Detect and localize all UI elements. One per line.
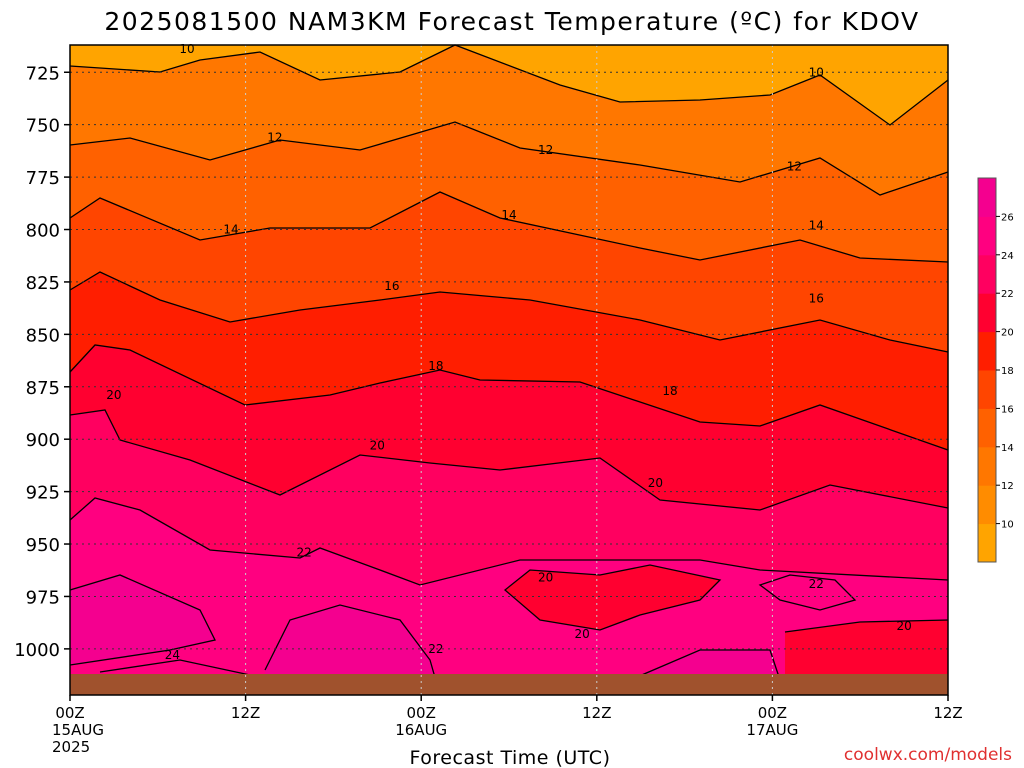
x-tick-label: 12Z xyxy=(231,704,260,722)
y-axis: 725 750 775 800 825 850 875 900 925 950 975 1000 xyxy=(14,63,70,661)
x-tick-label: 12Z xyxy=(933,704,962,722)
colorbar-swatch xyxy=(978,523,996,563)
x-axis-label: Forecast Time (UTC) xyxy=(410,747,611,768)
contour-labels: 1010121212141414161618182020202020202222… xyxy=(106,42,911,662)
contour-line-11 xyxy=(758,574,857,611)
contour-label: 20 xyxy=(370,438,385,452)
x-tick-label: 16AUG xyxy=(395,721,447,739)
contour-label: 14 xyxy=(223,223,238,237)
contour-line-12 xyxy=(784,619,949,633)
y-tick-label: 1000 xyxy=(14,640,60,661)
colorbar-tick-label: 10 xyxy=(1001,520,1014,531)
colorbar-swatch xyxy=(978,408,996,448)
y-tick-label: 850 xyxy=(26,325,60,346)
contour-lines xyxy=(69,44,949,696)
y-tick-label: 875 xyxy=(26,378,60,399)
contour-line-10 xyxy=(503,564,722,631)
contour-label: 14 xyxy=(809,218,824,232)
colorbar-swatch xyxy=(978,178,996,217)
y-tick-label: 950 xyxy=(26,535,60,556)
colorbar-swatch xyxy=(978,485,996,525)
x-tick-label: 00Z xyxy=(758,704,787,722)
colorbar-tick-label: 14 xyxy=(1001,443,1014,454)
contour-label: 22 xyxy=(809,577,824,591)
colorbar-tick-label: 12 xyxy=(1001,481,1014,492)
contour-label: 12 xyxy=(787,160,802,174)
contour-label: 20 xyxy=(538,571,553,585)
y-tick-label: 825 xyxy=(26,273,60,294)
contour-line-8 xyxy=(69,574,216,666)
temperature-bands xyxy=(70,45,948,695)
y-tick-label: 800 xyxy=(26,221,60,242)
contour-label: 12 xyxy=(538,143,553,157)
colorbar-tick-label: 22 xyxy=(1001,289,1014,300)
colorbar-tick-label: 26 xyxy=(1001,212,1014,223)
contour-line-7 xyxy=(69,497,949,586)
contour-line-14 xyxy=(99,659,251,676)
chart-title: 2025081500 NAM3KM Forecast Temperature (… xyxy=(104,7,919,36)
x-tick-label: 00Z xyxy=(55,704,84,722)
contour-label: 20 xyxy=(896,619,911,633)
x-tick-label: 12Z xyxy=(582,704,611,722)
lower-cool-band xyxy=(785,620,948,680)
y-tick-label: 750 xyxy=(26,116,60,137)
contour-label: 18 xyxy=(662,384,677,398)
credit-text: coolwx.com/models xyxy=(844,745,1012,765)
colorbar-tick-label: 16 xyxy=(1001,404,1014,415)
colorbar-tick-label: 24 xyxy=(1001,251,1014,262)
contour-label: 20 xyxy=(106,388,121,402)
colorbar-swatch xyxy=(978,446,996,486)
x-tick-label: 2025 xyxy=(52,738,90,756)
contour-label: 22 xyxy=(296,545,311,559)
contour-label: 24 xyxy=(165,648,180,662)
contour-line-1 xyxy=(69,44,949,126)
contour-line-3 xyxy=(69,191,949,263)
contour-line-13 xyxy=(629,649,781,681)
colorbar-swatch xyxy=(978,293,996,333)
temperature-band-9 xyxy=(265,605,440,695)
contour-label: 20 xyxy=(575,627,590,641)
y-tick-label: 775 xyxy=(26,168,60,189)
contour-line-2 xyxy=(69,121,949,196)
x-tick-label: 17AUG xyxy=(746,721,798,739)
temperature-band-8 xyxy=(70,575,215,665)
contour-line-5 xyxy=(69,344,949,451)
colorbar: 10 12 14 16 18 20 22 24 26 xyxy=(977,177,1014,563)
contour-line-6 xyxy=(69,409,949,511)
colorbar-swatch xyxy=(978,370,996,409)
y-tick-label: 725 xyxy=(26,63,60,84)
contour-line-4 xyxy=(69,271,949,353)
colorbar-swatch xyxy=(978,216,996,256)
colorbar-tick-label: 20 xyxy=(1001,328,1014,339)
ground-strip xyxy=(70,674,948,695)
colorbar-swatch xyxy=(978,254,996,294)
contour-label: 20 xyxy=(648,476,663,490)
y-tick-label: 900 xyxy=(26,430,60,451)
contour-label: 10 xyxy=(809,65,824,79)
contour-line-9 xyxy=(264,604,441,696)
colorbar-tick-label: 18 xyxy=(1001,366,1014,377)
contour-label: 12 xyxy=(267,130,282,144)
warm-pocket-band xyxy=(760,575,855,610)
plot-frame xyxy=(69,44,949,696)
cool-pocket-band xyxy=(505,565,720,630)
y-tick-label: 975 xyxy=(26,587,60,608)
x-tick-label: 00Z xyxy=(407,704,436,722)
y-tick-label: 925 xyxy=(26,483,60,504)
contour-label: 14 xyxy=(501,208,516,222)
x-tick-label: 15AUG xyxy=(52,721,104,739)
surface-warm-band xyxy=(630,650,780,680)
contour-label: 18 xyxy=(428,359,443,373)
contour-label: 22 xyxy=(428,642,443,656)
contour-label: 16 xyxy=(809,292,824,306)
contour-label: 16 xyxy=(384,279,399,293)
colorbar-swatch xyxy=(978,331,996,371)
